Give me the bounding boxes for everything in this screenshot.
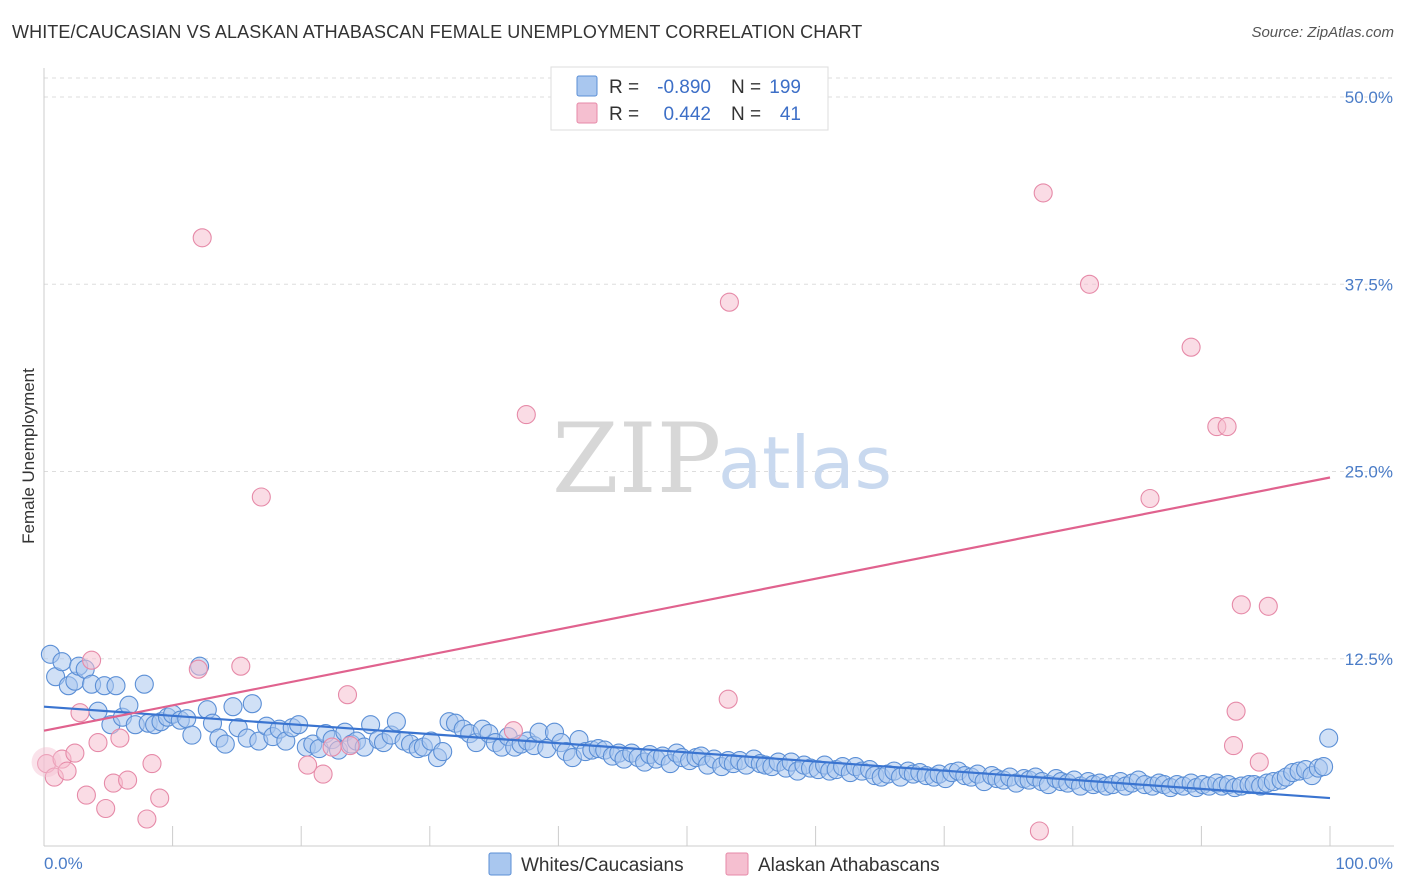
athabascan-point (298, 755, 318, 775)
white-point (386, 712, 406, 732)
white-point (177, 709, 197, 729)
white-point (106, 676, 126, 696)
white-point (433, 742, 453, 762)
athabascan-point (88, 733, 108, 753)
bottom-legend-swatch-pink (725, 852, 749, 876)
top-legend: R = -0.890 N = 199 R = 0.442 N = 41 (550, 66, 829, 131)
athabascan-point (718, 689, 738, 709)
points-layer (31, 183, 1339, 841)
athabascan-point (76, 785, 96, 805)
legend-r-label: R = (609, 104, 639, 125)
athabascan-point (313, 764, 333, 784)
legend-swatch-blue (576, 75, 598, 97)
legend-n-label: N = (731, 77, 761, 98)
athabascan-point (1231, 595, 1251, 615)
white-point (52, 652, 72, 672)
athabascan-point (719, 292, 739, 312)
athabascan-point (192, 228, 212, 248)
bottom-legend-swatch-blue (488, 852, 512, 876)
tick-labels: 12.5% 25.0% 37.5% 50.0% 0.0% 100.0% (44, 88, 1393, 873)
athabascan-point (503, 721, 523, 741)
white-point (1319, 728, 1339, 748)
athabascan-point (322, 737, 342, 757)
athabascan-point (1223, 736, 1244, 756)
athabascan-point (251, 487, 271, 507)
legend-r-label: R = (609, 77, 639, 98)
white-point (223, 697, 243, 717)
athabascan-point (65, 743, 85, 763)
chart-source: Source: ZipAtlas.com (1251, 24, 1394, 41)
y-axis-label: Female Unemployment (19, 368, 38, 544)
white-point (1314, 757, 1334, 777)
athabascan-point (57, 761, 77, 781)
athabascan-point (96, 798, 116, 819)
legend-swatch-pink (576, 102, 598, 124)
athabascan-point (188, 659, 208, 679)
athabascan-point (1181, 337, 1201, 357)
athabascan-point (1217, 417, 1237, 437)
athabascan-point (1249, 752, 1269, 772)
watermark-atlas: atlas (718, 421, 892, 505)
athabascan-point (1140, 488, 1160, 509)
y-tick-label: 12.5% (1345, 650, 1393, 669)
athabascan-point (231, 656, 251, 676)
athabascan-point (110, 728, 130, 748)
grid-layer (44, 77, 1394, 660)
bottom-legend-label: Alaskan Athabascans (758, 855, 940, 876)
athabascan-point (31, 747, 62, 778)
legend-n-label: N = (731, 104, 761, 125)
white-point (134, 674, 154, 694)
x-tick-label: 100.0% (1335, 854, 1393, 873)
legend-r-value: 0.442 (663, 104, 711, 125)
athabascan-point (150, 788, 170, 808)
trend-layer (43, 476, 1331, 800)
athabascan-point (340, 736, 360, 756)
athabascan-point (1033, 183, 1053, 203)
y-tick-label: 37.5% (1345, 275, 1393, 294)
white-trend-line (43, 705, 1331, 800)
athabascan-point (137, 809, 157, 829)
y-tick-label: 50.0% (1345, 88, 1393, 107)
athabascan-trend-line (43, 476, 1331, 732)
athabascan-point (118, 770, 138, 790)
white-point (242, 694, 262, 714)
athabascan-point (1079, 274, 1100, 294)
athabascan-point (1258, 596, 1278, 616)
white-point (182, 725, 202, 745)
athabascan-point (70, 703, 90, 723)
chart-title: WHITE/CAUCASIAN VS ALASKAN ATHABASCAN FE… (12, 22, 863, 42)
legend-r-value: -0.890 (657, 77, 711, 98)
athabascan-point (1226, 701, 1246, 721)
legend-n-value: 41 (780, 104, 801, 125)
bottom-legend-label: Whites/Caucasians (521, 855, 684, 876)
white-point (215, 734, 235, 754)
athabascan-point (82, 650, 102, 670)
y-tick-label: 25.0% (1345, 463, 1393, 482)
watermark-zip: ZIP (552, 403, 721, 515)
axis-layer (43, 68, 1394, 847)
watermark: ZIP atlas (552, 403, 892, 515)
athabascan-point (142, 754, 162, 774)
athabascan-point (516, 405, 536, 425)
legend-n-value: 199 (769, 77, 801, 98)
athabascan-point (1029, 821, 1049, 841)
athabascan-point (337, 685, 358, 705)
bottom-legend: Whites/Caucasians Alaskan Athabascans (488, 852, 940, 876)
x-tick-label: 0.0% (44, 854, 83, 873)
